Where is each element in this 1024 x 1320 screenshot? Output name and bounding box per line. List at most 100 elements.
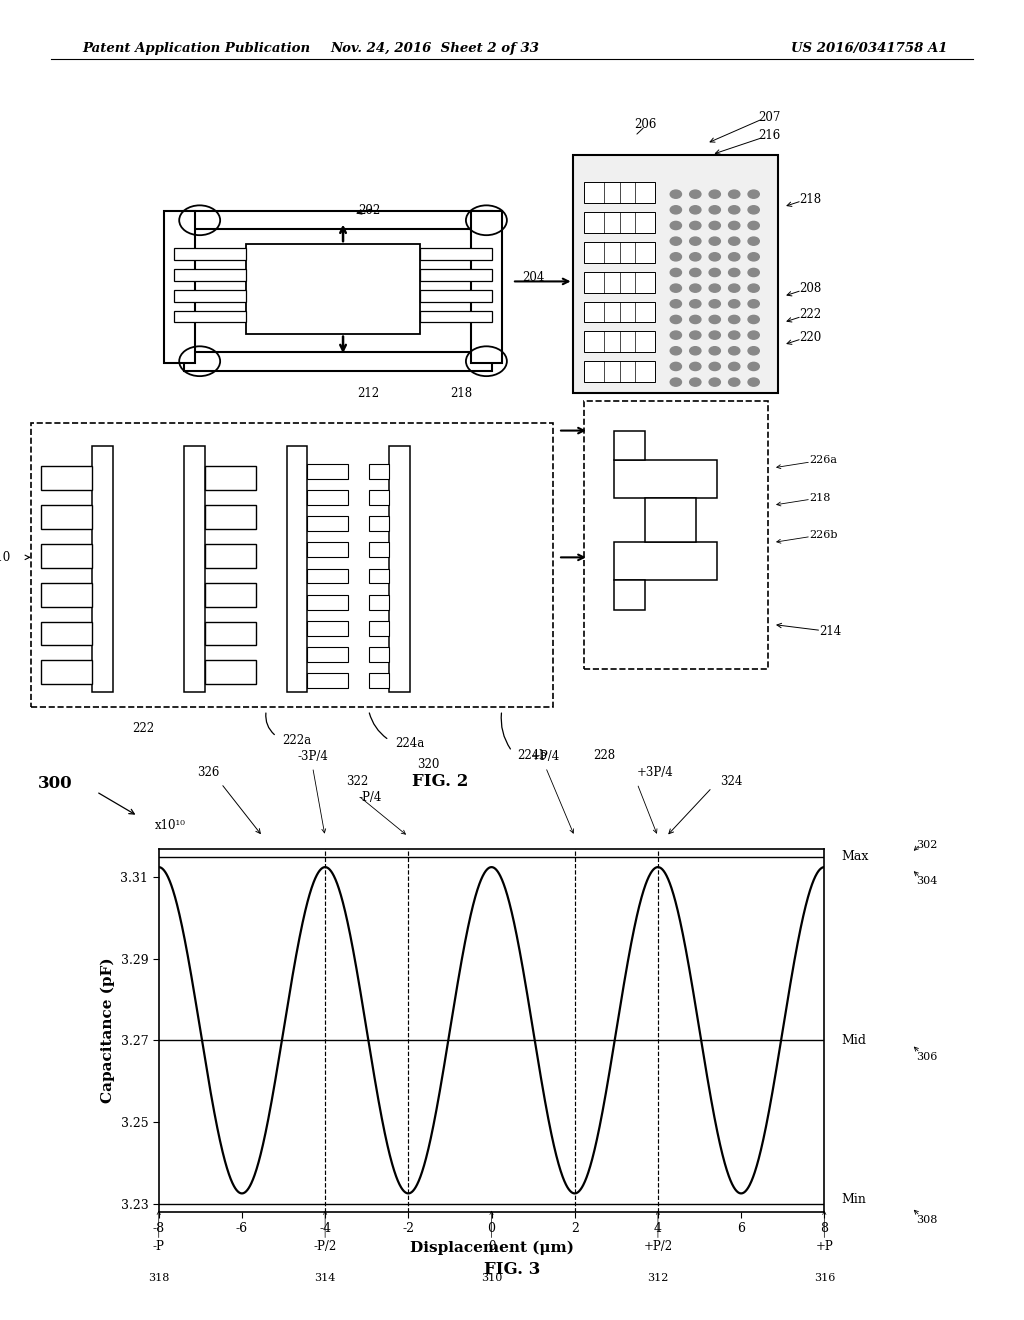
Bar xyxy=(41,660,92,684)
Circle shape xyxy=(709,222,720,230)
Bar xyxy=(584,182,655,203)
Circle shape xyxy=(690,252,700,261)
Text: +P/2: +P/2 xyxy=(643,1241,673,1253)
Point xyxy=(598,174,610,190)
Point xyxy=(598,314,610,330)
Text: 228: 228 xyxy=(593,748,615,762)
Bar xyxy=(307,516,348,531)
Point xyxy=(629,293,641,309)
Circle shape xyxy=(690,363,700,371)
Bar xyxy=(307,673,348,688)
Text: +3P/4: +3P/4 xyxy=(637,767,674,779)
Text: x10¹⁰: x10¹⁰ xyxy=(155,820,185,833)
Circle shape xyxy=(729,331,739,339)
Point xyxy=(598,285,610,301)
Bar xyxy=(307,594,348,610)
Point xyxy=(613,285,626,301)
Point xyxy=(598,234,610,249)
Bar xyxy=(573,154,778,393)
Text: 226b: 226b xyxy=(809,531,838,540)
Point xyxy=(598,264,610,280)
Bar xyxy=(369,647,389,661)
Bar xyxy=(41,506,92,529)
Text: 300: 300 xyxy=(38,775,72,792)
Text: 204: 204 xyxy=(522,271,545,284)
Text: 208: 208 xyxy=(799,282,821,296)
Point xyxy=(629,195,641,211)
Point xyxy=(629,174,641,190)
Circle shape xyxy=(671,238,682,246)
Bar xyxy=(184,446,205,692)
Point xyxy=(613,195,626,211)
Circle shape xyxy=(690,347,700,355)
Circle shape xyxy=(729,190,739,198)
Bar xyxy=(174,289,246,301)
Text: -P: -P xyxy=(153,1241,165,1253)
Point xyxy=(629,323,641,339)
Point xyxy=(613,354,626,370)
Bar xyxy=(307,620,348,636)
Text: 224a: 224a xyxy=(395,738,424,750)
Point xyxy=(598,323,610,339)
Circle shape xyxy=(748,300,759,308)
Text: 324: 324 xyxy=(720,775,742,788)
Text: 316: 316 xyxy=(814,1272,835,1283)
Circle shape xyxy=(729,347,739,355)
Bar xyxy=(174,269,246,281)
Y-axis label: Capacitance (pF): Capacitance (pF) xyxy=(100,957,115,1104)
Bar xyxy=(205,582,256,607)
Text: 214: 214 xyxy=(819,626,842,639)
Bar xyxy=(645,498,696,543)
Bar xyxy=(287,446,307,692)
Circle shape xyxy=(671,331,682,339)
Text: 322: 322 xyxy=(346,775,369,788)
Point xyxy=(629,255,641,271)
Text: 202: 202 xyxy=(358,205,381,216)
Text: 218: 218 xyxy=(450,387,472,400)
Circle shape xyxy=(671,222,682,230)
Circle shape xyxy=(729,300,739,308)
Text: 226a: 226a xyxy=(809,455,837,466)
Circle shape xyxy=(729,206,739,214)
Bar xyxy=(205,544,256,568)
Bar xyxy=(184,352,492,371)
Circle shape xyxy=(748,238,759,246)
Circle shape xyxy=(690,284,700,292)
Circle shape xyxy=(748,190,759,198)
Text: 218: 218 xyxy=(809,492,830,503)
Text: FIG. 2: FIG. 2 xyxy=(412,772,469,789)
Circle shape xyxy=(671,347,682,355)
Point xyxy=(613,205,626,220)
Bar xyxy=(614,579,645,610)
Text: 318: 318 xyxy=(148,1272,169,1283)
Circle shape xyxy=(709,300,720,308)
Point xyxy=(613,345,626,360)
Bar xyxy=(584,362,655,381)
Circle shape xyxy=(671,252,682,261)
Point xyxy=(629,314,641,330)
Bar xyxy=(307,465,348,479)
Text: 310: 310 xyxy=(481,1272,502,1283)
Point xyxy=(613,255,626,271)
Circle shape xyxy=(690,268,700,277)
Point xyxy=(598,345,610,360)
Circle shape xyxy=(748,363,759,371)
Text: 320: 320 xyxy=(417,758,439,771)
Circle shape xyxy=(690,300,700,308)
Circle shape xyxy=(671,206,682,214)
Circle shape xyxy=(709,252,720,261)
Bar xyxy=(205,622,256,645)
Bar xyxy=(307,490,348,506)
Point xyxy=(613,174,626,190)
Bar xyxy=(584,242,655,263)
Bar xyxy=(369,516,389,531)
Circle shape xyxy=(709,268,720,277)
Point xyxy=(613,323,626,339)
Text: 220: 220 xyxy=(799,331,821,343)
Bar xyxy=(246,244,420,334)
Circle shape xyxy=(729,268,739,277)
Bar xyxy=(614,543,717,579)
Bar xyxy=(369,673,389,688)
Text: 207: 207 xyxy=(758,111,780,124)
Text: Patent Application Publication: Patent Application Publication xyxy=(82,42,310,55)
